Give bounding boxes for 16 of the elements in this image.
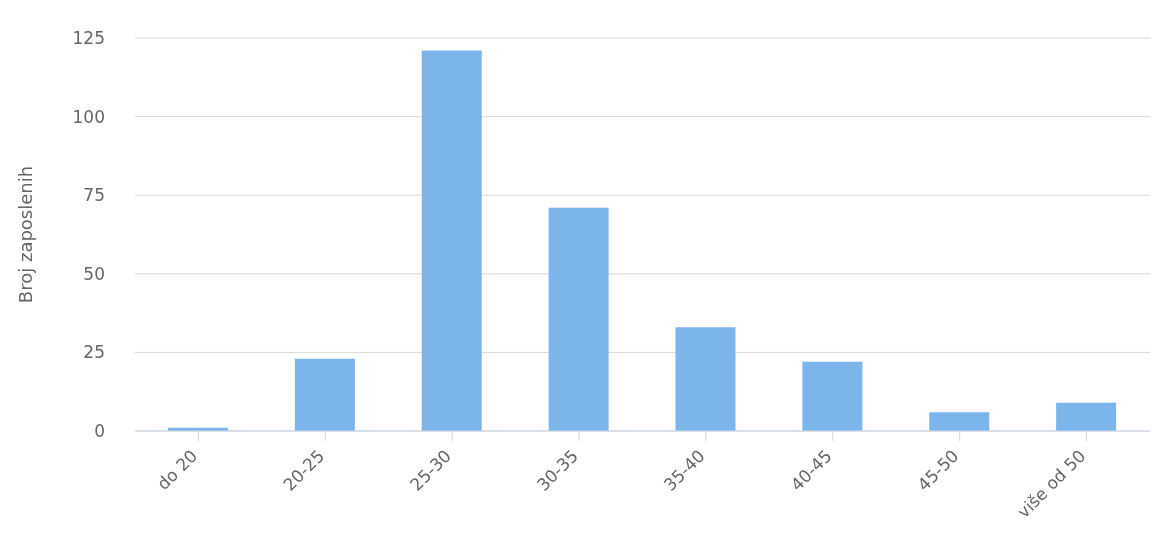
bar [802,361,863,431]
x-tick-label: do 20 [153,445,202,494]
bar [1056,402,1117,431]
y-axis-title: Broj zaposlenih [15,165,37,304]
bar [294,358,355,431]
bar [675,327,736,431]
x-tick-label: više od 50 [1013,445,1090,522]
bar [929,412,990,431]
y-tick-label: 0 [94,421,105,442]
y-tick-label: 100 [72,106,105,127]
y-tick-label: 75 [83,185,105,206]
y-tick-label: 50 [83,263,105,284]
y-tick-label: 125 [72,28,105,49]
y-tick-label: 25 [83,342,105,363]
bar [421,50,482,431]
bar [548,207,609,431]
